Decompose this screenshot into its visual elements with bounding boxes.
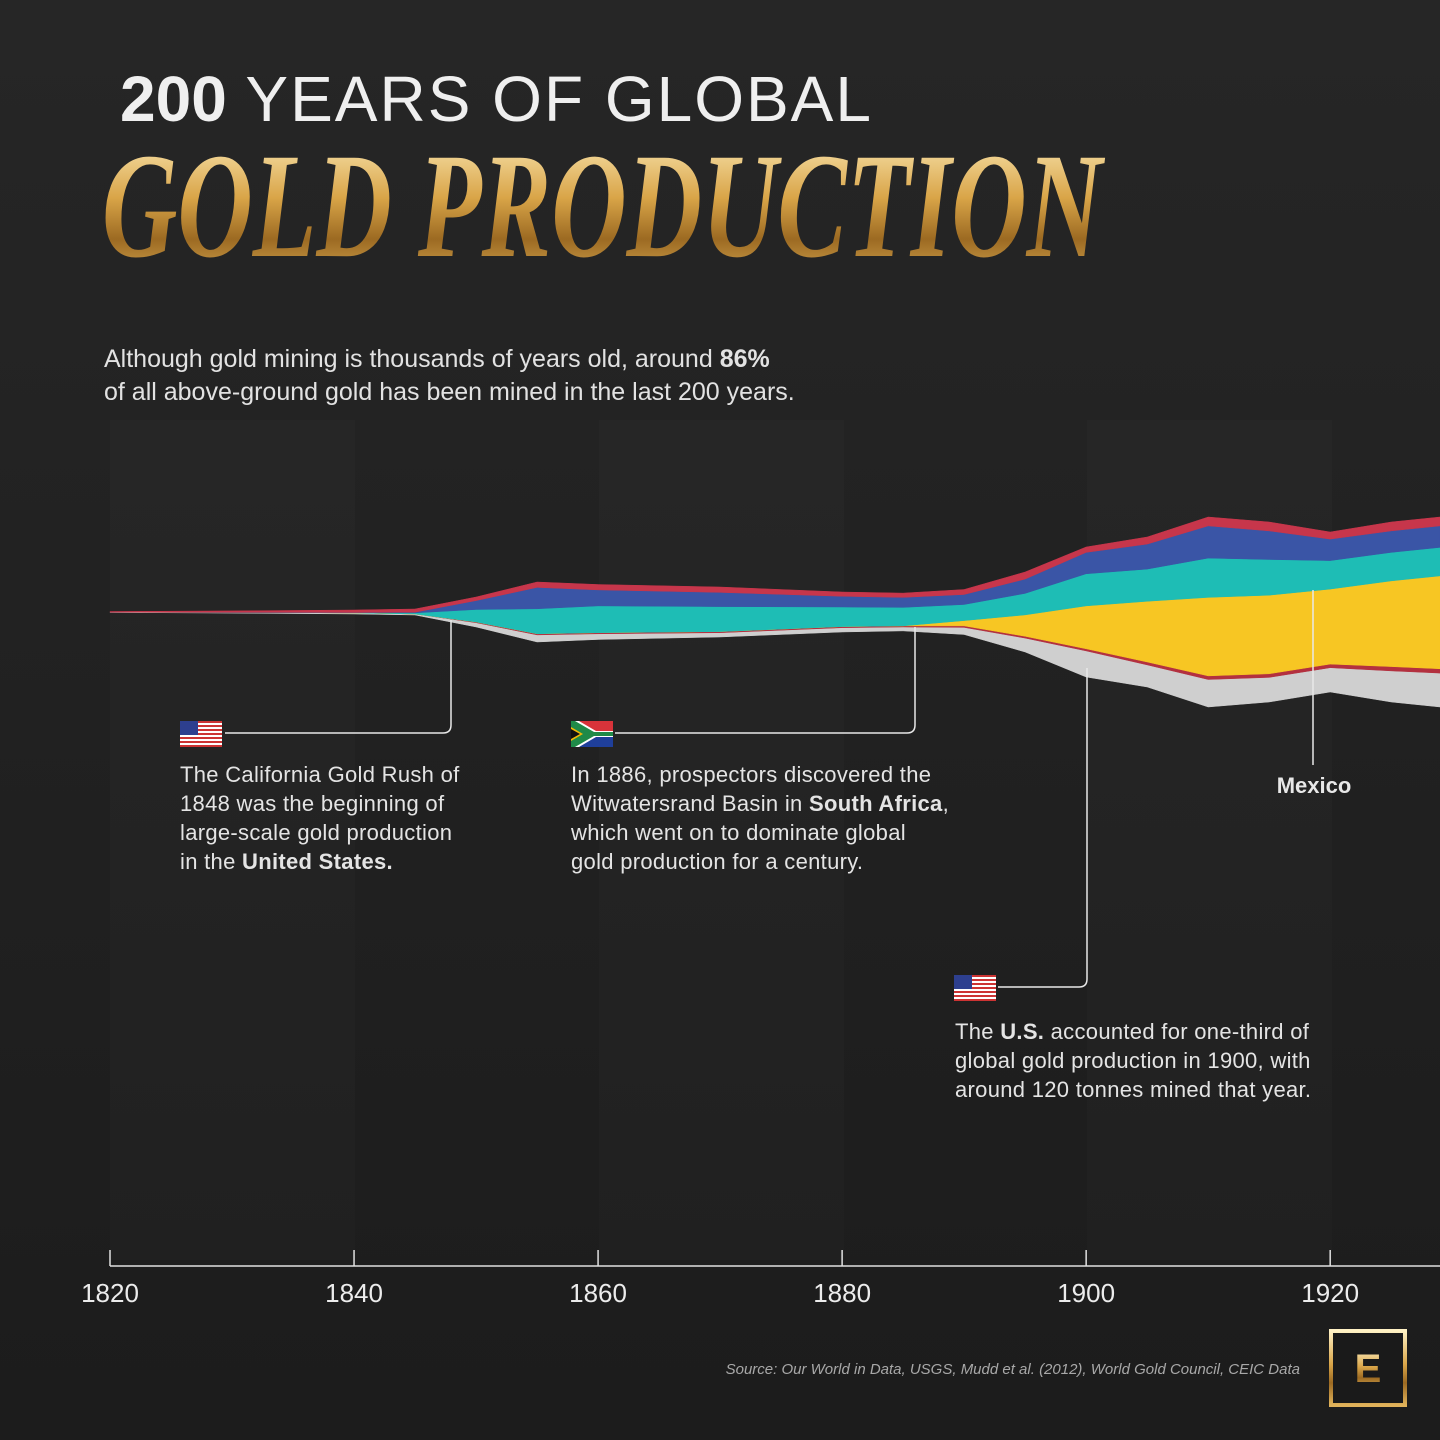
text-line: in the United States. bbox=[180, 849, 393, 874]
logo: E bbox=[1329, 1329, 1407, 1407]
connector bbox=[615, 627, 916, 734]
text-span: In 1886, prospectors discovered the bbox=[571, 762, 931, 787]
bold-text: U.S. bbox=[1000, 1019, 1044, 1044]
x-tick-label: 1820 bbox=[81, 1278, 139, 1308]
stream-layer bbox=[109, 516, 1440, 613]
connector bbox=[998, 668, 1088, 988]
text-span: gold production for a century. bbox=[571, 849, 863, 874]
annotations: The California Gold Rush of 1848 was the … bbox=[180, 762, 1311, 1102]
text-span: , bbox=[943, 791, 949, 816]
text-span: The California Gold Rush of bbox=[180, 762, 460, 787]
subtitle: Although gold mining is thousands of yea… bbox=[104, 345, 795, 406]
bold-text: South Africa bbox=[809, 791, 943, 816]
text-line: Although gold mining is thousands of yea… bbox=[104, 345, 770, 373]
text-span: around 120 tonnes mined that year. bbox=[955, 1077, 1311, 1102]
text-span: in the bbox=[180, 849, 242, 874]
text-span: Witwatersrand Basin in bbox=[571, 791, 809, 816]
text-line: large-scale gold production bbox=[180, 820, 452, 845]
text-span: global gold production in 1900, with bbox=[955, 1048, 1311, 1073]
text-span: Although gold mining is thousands of yea… bbox=[104, 345, 720, 373]
text-line: gold production for a century. bbox=[571, 849, 863, 874]
x-tick-label: 1920 bbox=[1301, 1278, 1359, 1308]
series-label: Mexico bbox=[1277, 773, 1352, 798]
text-span: large-scale gold production bbox=[180, 820, 452, 845]
annotation: The California Gold Rush of 1848 was the … bbox=[180, 762, 460, 874]
text-span: The bbox=[955, 1019, 1000, 1044]
text-span: accounted for one-third of bbox=[1044, 1019, 1310, 1044]
text-line: The California Gold Rush of bbox=[180, 762, 460, 787]
text-line: 1848 was the beginning of bbox=[180, 791, 445, 816]
source: Source: Our World in Data, USGS, Mudd et… bbox=[726, 1361, 1300, 1378]
text-line: The U.S. accounted for one-third of bbox=[955, 1019, 1310, 1044]
text-line: Witwatersrand Basin in South Africa, bbox=[571, 791, 949, 816]
bold-text: United States. bbox=[242, 849, 393, 874]
x-tick-label: 1900 bbox=[1057, 1278, 1115, 1308]
x-tick-label: 1880 bbox=[813, 1278, 871, 1308]
connector bbox=[225, 620, 452, 734]
text-line: of all above-ground gold has been mined … bbox=[104, 378, 795, 406]
text-span: which went on to dominate global bbox=[570, 820, 906, 845]
stream-layers bbox=[109, 516, 1440, 708]
x-axis: 1820 1840 1860 1880 1900 1920 bbox=[81, 1250, 1440, 1308]
us-flag bbox=[180, 721, 222, 747]
us-flag bbox=[954, 975, 996, 1001]
annotation: The U.S. accounted for one-third of globa… bbox=[955, 1019, 1311, 1102]
logo-letter: E bbox=[1355, 1347, 1382, 1391]
text-line: global gold production in 1900, with bbox=[955, 1048, 1311, 1073]
text-line: which went on to dominate global bbox=[570, 820, 906, 845]
x-tick-label: 1860 bbox=[569, 1278, 627, 1308]
south-africa-flag bbox=[571, 721, 613, 747]
bold-text: 86% bbox=[720, 345, 770, 373]
text-line: around 120 tonnes mined that year. bbox=[955, 1077, 1311, 1102]
chart-title: GOLD PRODUCTION bbox=[102, 123, 1105, 289]
text-line: In 1886, prospectors discovered the bbox=[571, 762, 931, 787]
text-span: 1848 was the beginning of bbox=[180, 791, 445, 816]
annotation: In 1886, prospectors discovered the Witwa… bbox=[570, 762, 949, 874]
title-top: 200 YEARS OF GLOBAL bbox=[120, 63, 873, 135]
text-span: of all above-ground gold has been mined … bbox=[104, 378, 795, 406]
x-tick-label: 1840 bbox=[325, 1278, 383, 1308]
